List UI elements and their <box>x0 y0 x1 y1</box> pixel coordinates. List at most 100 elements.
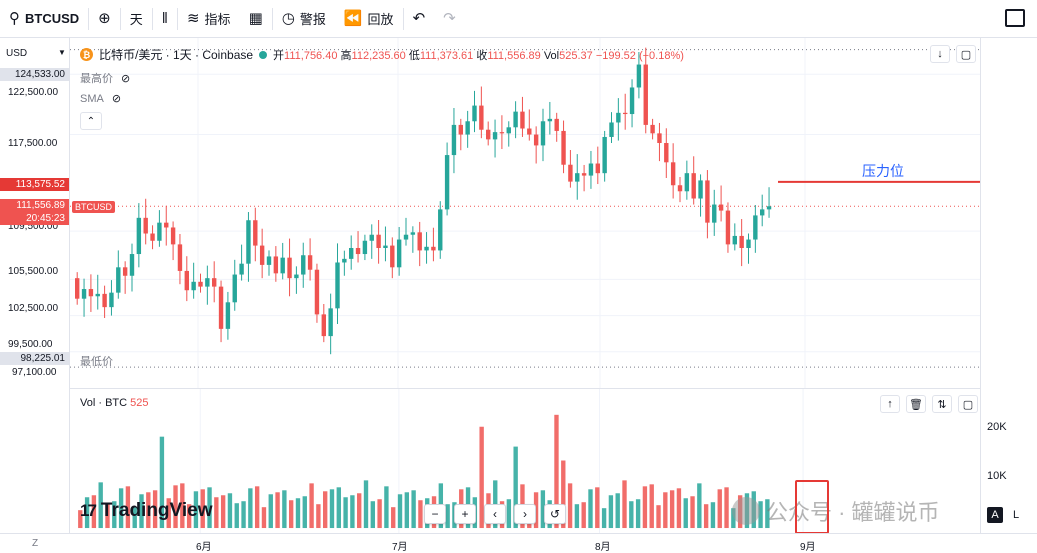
indicator-sma[interactable]: SMA ⊘ <box>80 92 122 106</box>
symbol-search[interactable]: ⚲ BTCUSD <box>0 0 88 38</box>
compare-button[interactable]: ⊕ <box>89 0 120 38</box>
candle-body <box>479 105 484 130</box>
volume-bar <box>513 446 518 529</box>
min-price-tag: 98,225.01 <box>0 352 69 365</box>
alerts-button[interactable]: ◷ 警报 <box>273 0 335 38</box>
candle-body <box>136 217 142 255</box>
scroll-right-button[interactable]: › <box>514 504 536 524</box>
undo-button[interactable]: ↶ <box>404 0 435 38</box>
redo-button[interactable]: ↷ <box>434 0 465 38</box>
arrow-down-icon[interactable]: ↓ <box>930 45 950 63</box>
timezone-label[interactable]: Z <box>32 538 39 549</box>
volume-tick: 20K <box>987 421 1007 433</box>
candle-body <box>575 173 580 182</box>
candle-body <box>616 112 621 123</box>
candle-body <box>266 256 272 265</box>
toolbar-divider <box>119 7 121 30</box>
replay-button[interactable]: ⏪ 回放 <box>335 0 403 38</box>
maximize-icon[interactable]: ▢ <box>956 45 976 63</box>
layouts-button[interactable]: ▦ <box>240 0 272 38</box>
volume-bar <box>404 492 410 529</box>
candle-body <box>102 293 107 308</box>
volume-bar <box>343 497 348 529</box>
candle-body <box>95 293 100 297</box>
candle-body <box>212 278 217 287</box>
auto-scale-button[interactable]: A <box>987 507 1003 523</box>
chevron-up-icon[interactable]: ⌃ <box>80 112 102 130</box>
scroll-left-button[interactable]: ‹ <box>484 504 506 524</box>
fullscreen-icon[interactable] <box>1005 9 1025 27</box>
volume-bar <box>656 505 661 529</box>
countdown-tag: 20:45:23 <box>0 212 69 225</box>
volume-bar <box>567 483 573 529</box>
replay-label: 回放 <box>367 12 394 27</box>
candle-body <box>314 269 320 315</box>
candle-body <box>561 130 566 165</box>
time-label: 9月 <box>800 542 816 553</box>
price-tick: 102,500.00 <box>8 303 59 314</box>
time-axis[interactable]: Z 6月 7月 8月 9月 <box>0 533 1037 553</box>
resistance-annotation[interactable]: 压力位 <box>862 163 904 179</box>
candle-body <box>88 289 94 297</box>
reset-chart-button[interactable]: ↺ <box>544 504 566 524</box>
interval-button[interactable]: 天 <box>121 0 152 38</box>
volume-bar <box>329 489 335 529</box>
eye-hidden-icon[interactable]: ⊘ <box>111 93 122 105</box>
volume-bar <box>288 500 294 529</box>
volume-bar <box>418 500 423 529</box>
volume-pane-controls: ↑ 🗑 ⇅ ▢ <box>880 395 978 413</box>
zoom-out-button[interactable]: − <box>424 504 446 524</box>
candle-body <box>410 232 416 235</box>
volume-bar <box>724 487 729 529</box>
candle-body <box>760 209 765 216</box>
candle-body <box>677 185 683 192</box>
volume-bar <box>370 501 375 529</box>
volume-bar <box>635 499 641 529</box>
volume-bar <box>268 494 273 529</box>
price-chart[interactable] <box>70 38 980 388</box>
chart-type-button[interactable]: ‖ <box>153 0 177 38</box>
currency-label[interactable]: USD <box>6 48 28 59</box>
candle-body <box>232 274 237 303</box>
candle-body <box>670 162 676 186</box>
volume-bar <box>357 493 362 529</box>
volume-bar <box>384 486 389 529</box>
arrow-up-icon[interactable]: ↑ <box>880 395 900 413</box>
tradingview-logo[interactable]: 17 TradingView <box>80 500 213 522</box>
volume-bar <box>608 495 614 529</box>
volume-bar <box>112 501 117 529</box>
candle-body <box>746 239 751 248</box>
volume-bar <box>173 485 178 529</box>
volume-bar <box>622 480 627 529</box>
volume-bar <box>588 489 593 529</box>
indicators-button[interactable]: ≋ 指标 <box>178 0 240 38</box>
price-tick: 97,100.00 <box>12 367 57 378</box>
candle-body <box>472 105 477 122</box>
volume-bar <box>391 507 396 529</box>
candle-body <box>287 257 292 279</box>
candle-body <box>444 155 450 210</box>
volume-bar <box>350 495 355 529</box>
collapse-icon[interactable]: ⇅ <box>932 395 952 413</box>
candle-body <box>355 248 361 255</box>
zoom-in-button[interactable]: + <box>454 504 476 524</box>
right-axis <box>980 38 1037 533</box>
candle-body <box>253 220 258 246</box>
log-scale-button[interactable]: L <box>1012 509 1020 521</box>
maximize-icon[interactable]: ▢ <box>958 395 978 413</box>
toolbar-divider <box>151 7 153 30</box>
price-axis[interactable]: USD ▼ <box>0 38 70 533</box>
indicator-high[interactable]: 最高价 ⊘ <box>80 70 130 86</box>
eye-hidden-icon[interactable]: ⊘ <box>121 72 131 85</box>
volume-bar <box>629 501 634 529</box>
candle-body <box>301 255 306 275</box>
candle-body <box>684 173 690 192</box>
trash-icon[interactable]: 🗑 <box>906 395 926 413</box>
candle-body <box>732 235 737 245</box>
chevron-down-icon[interactable]: ▼ <box>58 48 66 57</box>
legend-title[interactable]: 比特币/美元 · 1天 · Coinbase <box>99 48 254 62</box>
candle-body <box>369 234 374 241</box>
candle-body <box>629 87 635 115</box>
candle-body <box>602 136 607 174</box>
volume-bar <box>649 484 654 529</box>
